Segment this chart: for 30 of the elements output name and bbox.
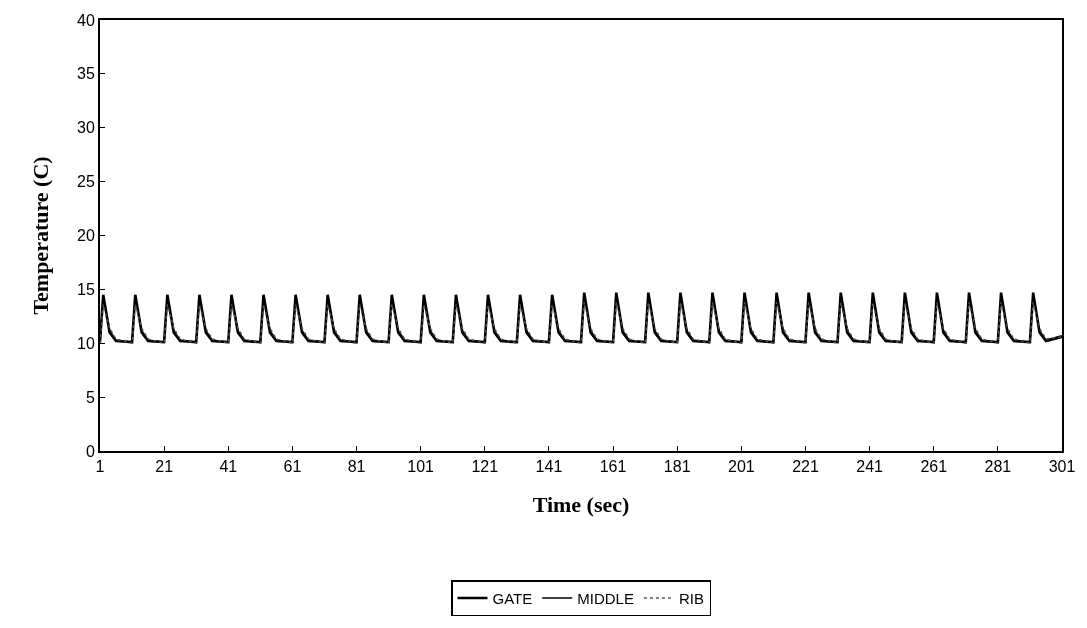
x-tick-label: 61 [283,458,302,476]
x-tick-label: 281 [984,458,1012,476]
y-tick-label: 15 [77,280,95,298]
x-tick-label: 181 [663,458,691,476]
x-tick-label: 161 [599,458,627,476]
y-tick-label: 5 [85,388,95,406]
x-tick-label: 261 [920,458,948,476]
legend-label: RIB [678,589,704,607]
x-axis-title: Time (sec) [532,491,630,517]
x-tick-label: 41 [219,458,238,476]
x-tick-label: 201 [727,458,755,476]
y-tick-label: 40 [77,11,95,29]
y-tick-label: 0 [85,442,95,460]
x-tick-label: 121 [471,458,499,476]
x-tick-label: 221 [792,458,819,476]
y-axis-title: Temperature (C) [28,156,54,315]
x-tick-label: 301 [1048,458,1076,476]
x-tick-label: 1 [95,458,105,476]
y-tick-label: 10 [77,334,95,352]
y-tick-label: 30 [77,119,95,137]
y-tick-label: 35 [77,65,95,83]
x-tick-label: 101 [407,458,435,476]
x-tick-label: 141 [535,458,563,476]
y-tick-label: 20 [77,227,95,245]
y-tick-label: 25 [77,173,95,191]
x-tick-label: 21 [155,458,174,476]
legend-label: MIDDLE [577,589,634,607]
legend-label: GATE [492,589,533,607]
x-tick-label: 241 [856,458,884,476]
x-tick-label: 81 [347,458,366,476]
